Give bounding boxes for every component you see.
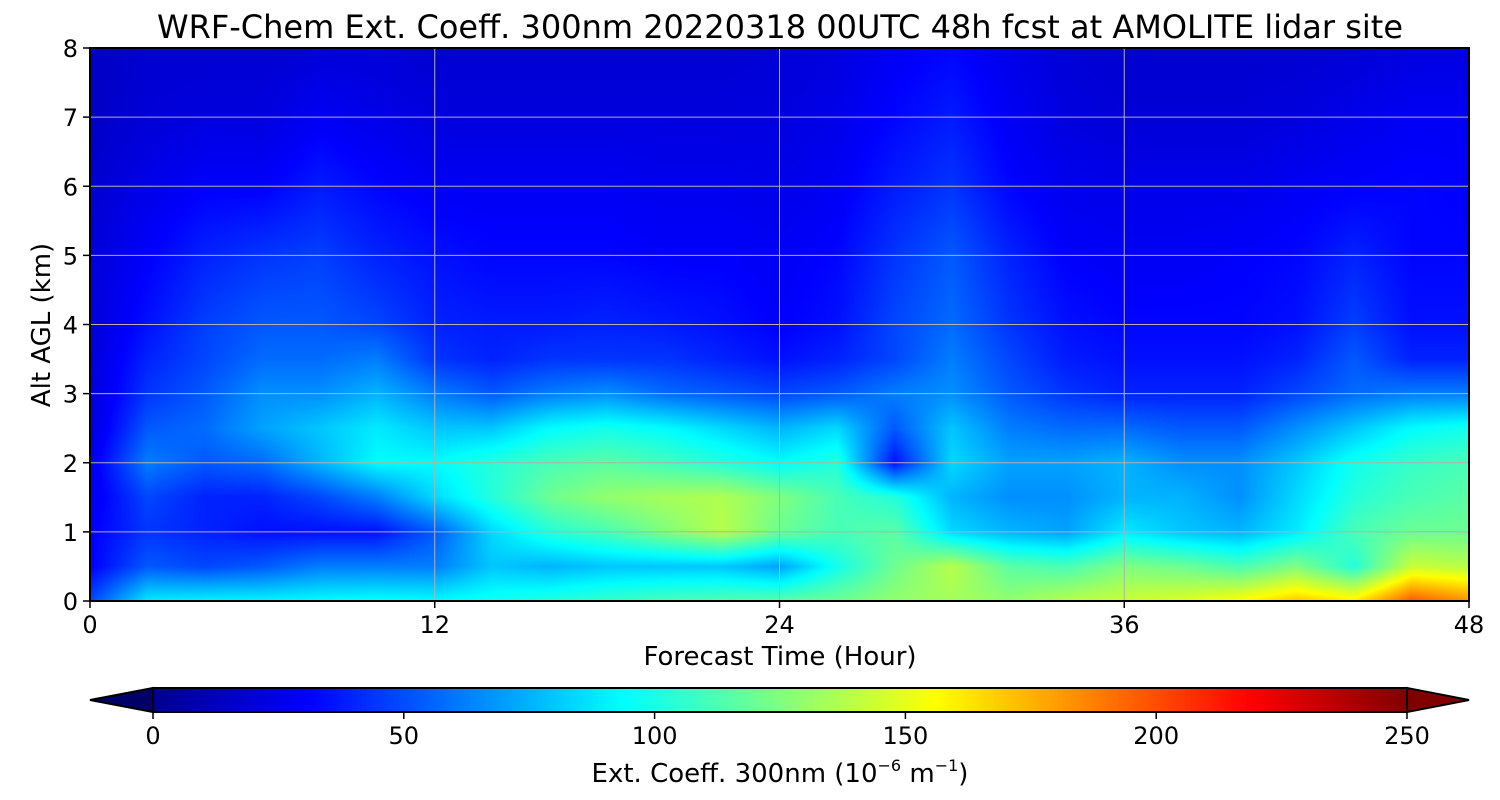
colorbar-frame	[152, 687, 1408, 713]
colorbar: 0 50 100 150 200 250 Ext. Coeff. 300nm (10−6 …	[89, 686, 1470, 789]
colorbar-tick-label: 250	[1384, 722, 1430, 750]
y-tick-label: 3	[63, 381, 78, 409]
colorbar-tick-label: 150	[882, 722, 928, 750]
grid-lines	[90, 48, 1469, 601]
colorbar-tick-label: 0	[145, 722, 160, 750]
colorbar-under-extend	[89, 686, 154, 714]
x-axis-ticks: 0 12 24 36 48	[82, 601, 1484, 639]
colorbar-tick-label: 50	[389, 722, 420, 750]
colorbar-label-exp1: −6	[878, 756, 902, 775]
y-tick-label: 4	[63, 312, 78, 340]
x-tick-label: 36	[1109, 611, 1140, 639]
colorbar-label-exp2: −1	[935, 756, 959, 775]
x-tick-label: 24	[764, 611, 795, 639]
chart-title: WRF-Chem Ext. Coeff. 300nm 20220318 00UT…	[157, 8, 1403, 46]
y-tick-label: 8	[63, 35, 78, 63]
colorbar-label-mid: m	[901, 759, 935, 789]
y-tick-label: 5	[63, 242, 78, 270]
x-tick-label: 12	[419, 611, 450, 639]
y-tick-label: 0	[63, 588, 78, 616]
y-tick-label: 6	[63, 173, 78, 201]
y-tick-label: 2	[63, 450, 78, 478]
colorbar-label-end: )	[958, 759, 968, 789]
x-tick-label: 0	[82, 611, 97, 639]
x-axis-label: Forecast Time (Hour)	[643, 642, 916, 672]
colorbar-tick-label: 200	[1133, 722, 1179, 750]
colorbar-label-main: Ext. Coeff. 300nm (10	[592, 759, 878, 789]
y-axis-ticks: 0 1 2 3 4 5 6 7 8	[63, 35, 90, 616]
colorbar-label: Ext. Coeff. 300nm (10−6 m−1)	[592, 756, 969, 789]
colorbar-over-extend	[1406, 686, 1470, 714]
x-tick-label: 48	[1454, 611, 1485, 639]
colorbar-bar	[153, 688, 1407, 712]
colorbar-tick-label: 100	[632, 722, 678, 750]
colorbar-ticks: 0 50 100 150 200 250	[145, 712, 1430, 750]
y-axis-label: Alt AGL (km)	[27, 243, 57, 407]
y-tick-label: 7	[63, 104, 78, 132]
y-tick-label: 1	[63, 519, 78, 547]
